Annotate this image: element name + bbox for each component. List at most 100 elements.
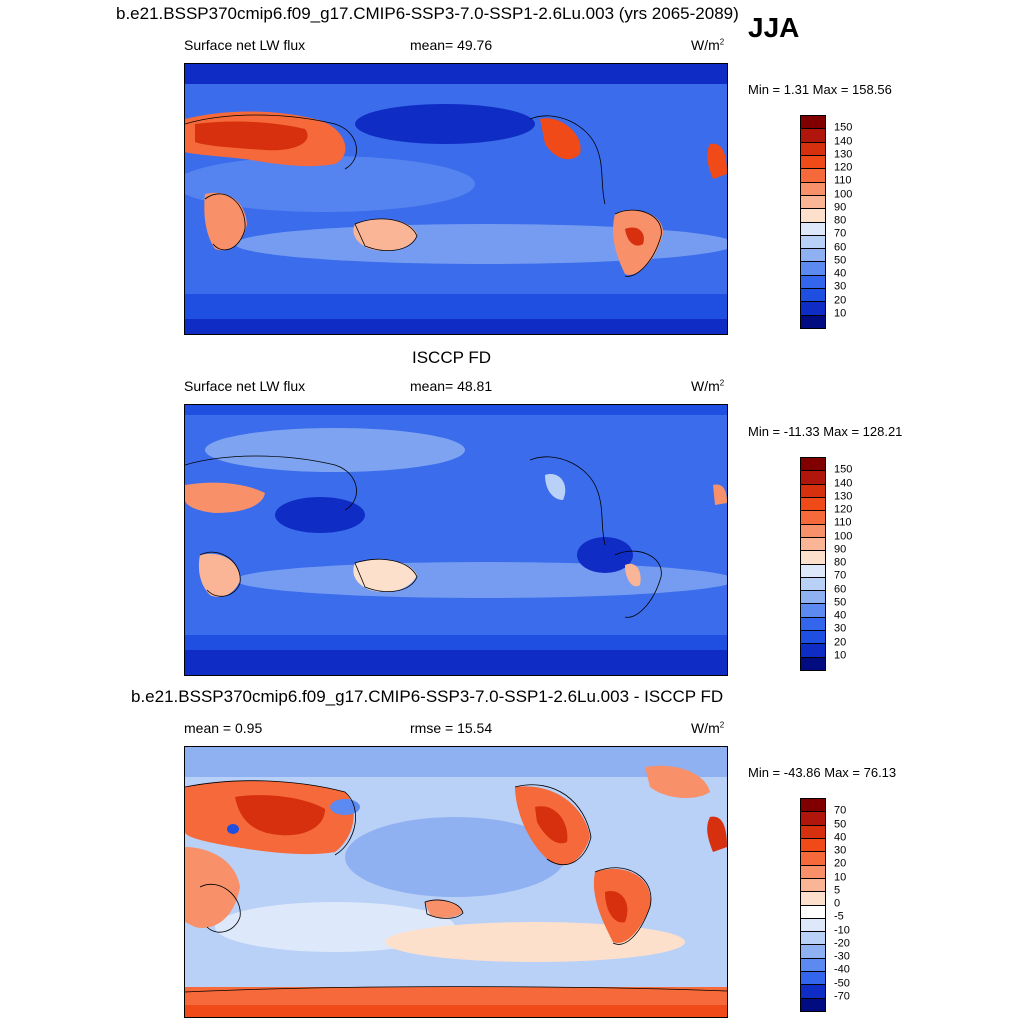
panel3-colorbar-label: -50 bbox=[834, 977, 850, 989]
panel2-colorbar-label: 50 bbox=[834, 596, 847, 609]
panel3-colorbar-swatch bbox=[801, 838, 825, 853]
panel2-title: ISCCP FD bbox=[412, 348, 492, 367]
panel1-colorbar-swatch bbox=[801, 249, 825, 263]
panel2-colorbar-label: 80 bbox=[834, 556, 847, 569]
panel3-colorbar-label: 10 bbox=[834, 871, 847, 883]
panel3-colorbar-swatch bbox=[801, 799, 825, 813]
panel2-colorbar-swatch bbox=[801, 577, 825, 592]
panel3-colorbar-swatch bbox=[801, 998, 825, 1011]
panel2-colorbar-swatch bbox=[801, 631, 825, 645]
panel1-colorbar-swatch bbox=[801, 169, 825, 183]
panel2-colorbar-swatch bbox=[801, 524, 825, 538]
panel1-colorbar-swatch bbox=[801, 195, 825, 210]
panel1-map bbox=[184, 63, 728, 335]
panel2-colorbar-swatch bbox=[801, 644, 825, 658]
panel3-colorbar-swatch bbox=[801, 852, 825, 866]
panel2-colorbar-swatch bbox=[801, 484, 825, 498]
panel2-colorbar-swatch bbox=[801, 511, 825, 525]
panel2-colorbar-label: 90 bbox=[834, 543, 847, 556]
panel1-colorbar-swatch bbox=[801, 235, 825, 250]
panel1-colorbar-label: 130 bbox=[834, 148, 853, 161]
panel1-units: W/m2 bbox=[691, 37, 725, 53]
panel3-colorbar-swatch bbox=[801, 892, 825, 906]
panel1-colorbar-swatch bbox=[801, 222, 825, 236]
panel1-colorbar-swatch bbox=[801, 182, 825, 196]
panel1-colorbar-label: 120 bbox=[834, 161, 853, 174]
panel1-variable-label: Surface net LW flux bbox=[184, 37, 306, 53]
panel3-colorbar-label: 40 bbox=[834, 831, 847, 844]
panel2-colorbar-swatch bbox=[801, 564, 825, 578]
panel2-colorbar-label: 30 bbox=[834, 622, 847, 635]
panel1-mean-label: mean= 49.76 bbox=[410, 37, 493, 53]
panel3-title: b.e21.BSSP370cmip6.f09_g17.CMIP6-SSP3-7.… bbox=[131, 687, 724, 706]
panel1-colorbar-label: 150 bbox=[834, 121, 853, 134]
panel1-colorbar-swatch bbox=[801, 275, 825, 290]
panel2-colorbar-swatch bbox=[801, 591, 825, 605]
panel3-colorbar-label: 20 bbox=[834, 857, 847, 870]
panel2-colorbar-label: 20 bbox=[834, 636, 847, 648]
panel2-colorbar-label: 150 bbox=[834, 463, 853, 476]
panel3-colorbar-label: -70 bbox=[834, 990, 850, 1003]
panel1-colorbar bbox=[800, 115, 826, 329]
panel2-colorbar-label: 70 bbox=[834, 569, 847, 582]
panel3-colorbar-swatch bbox=[801, 945, 825, 959]
panel2-colorbar-swatch bbox=[801, 458, 825, 472]
panel2-colorbar-label: 140 bbox=[834, 477, 853, 489]
panel3-colorbar-swatch bbox=[801, 958, 825, 973]
panel3-rmse-label: rmse = 15.54 bbox=[410, 720, 493, 736]
panel2-variable-label: Surface net LW flux bbox=[184, 378, 306, 394]
panel2-colorbar-label: 60 bbox=[834, 583, 847, 595]
panel3-colorbar-label: -20 bbox=[834, 937, 850, 950]
panel2-colorbar-label: 10 bbox=[834, 649, 847, 662]
panel2-colorbar-label: 120 bbox=[834, 503, 853, 516]
panel2-mean-label: mean= 48.81 bbox=[410, 378, 493, 394]
panel1-colorbar-label: 20 bbox=[834, 294, 847, 306]
panel2-colorbar-label: 130 bbox=[834, 490, 853, 503]
panel1-colorbar-swatch bbox=[801, 116, 825, 130]
panel3-colorbar-label: 70 bbox=[834, 804, 847, 817]
panel1-colorbar-swatch bbox=[801, 129, 825, 143]
panel3-colorbar-label: 30 bbox=[834, 844, 847, 857]
panel1-colorbar-swatch bbox=[801, 289, 825, 303]
panel1-colorbar-label: 60 bbox=[834, 241, 847, 253]
panel1-colorbar-label: 100 bbox=[834, 188, 853, 200]
panel3-mean-label: mean = 0.95 bbox=[184, 720, 263, 736]
panel1-colorbar-label: 90 bbox=[834, 201, 847, 214]
panel2-colorbar-label: 40 bbox=[834, 609, 847, 622]
panel2-colorbar-label: 110 bbox=[834, 516, 852, 529]
panel1-colorbar-label: 40 bbox=[834, 267, 847, 280]
panel3-units: W/m2 bbox=[691, 720, 725, 736]
panel1-colorbar-label: 10 bbox=[834, 307, 847, 320]
panel3-colorbar-label: -5 bbox=[834, 910, 844, 923]
panel3-colorbar-swatch bbox=[801, 985, 825, 999]
panel1-minmax: Min = 1.31 Max = 158.56 bbox=[748, 82, 892, 97]
panel1-colorbar-swatch bbox=[801, 142, 825, 156]
panel3-colorbar-swatch bbox=[801, 918, 825, 933]
panel1-colorbar-label: 110 bbox=[834, 174, 852, 187]
panel2-colorbar-swatch bbox=[801, 551, 825, 565]
panel2-colorbar-swatch bbox=[801, 471, 825, 485]
panel1-colorbar-swatch bbox=[801, 302, 825, 316]
panel2-colorbar-label: 100 bbox=[834, 530, 853, 542]
panel3-colorbar-swatch bbox=[801, 865, 825, 879]
panel3-colorbar-swatch bbox=[801, 812, 825, 826]
panel3-colorbar bbox=[800, 798, 826, 1012]
panel3-colorbar-label: 0 bbox=[834, 897, 841, 910]
panel1-colorbar-swatch bbox=[801, 155, 825, 170]
panel3-colorbar-label: -30 bbox=[834, 950, 850, 963]
panel2-colorbar-swatch bbox=[801, 604, 825, 618]
panel1-title: b.e21.BSSP370cmip6.f09_g17.CMIP6-SSP3-7.… bbox=[116, 4, 739, 23]
panel2-colorbar-swatch bbox=[801, 497, 825, 512]
panel2-colorbar-swatch bbox=[801, 537, 825, 552]
panel1-colorbar-swatch bbox=[801, 315, 825, 328]
panel3-map bbox=[184, 746, 728, 1018]
panel1-colorbar-label: 140 bbox=[834, 135, 853, 147]
panel3-colorbar-swatch bbox=[801, 878, 825, 893]
panel3-colorbar-swatch bbox=[801, 932, 825, 946]
panel1-colorbar-swatch bbox=[801, 262, 825, 276]
panel1-colorbar-label: 70 bbox=[834, 227, 847, 240]
panel3-colorbar-swatch bbox=[801, 972, 825, 986]
panel3-minmax: Min = -43.86 Max = 76.13 bbox=[748, 765, 897, 780]
panel3-colorbar-label: -10 bbox=[834, 924, 850, 936]
panel1-colorbar-label: 80 bbox=[834, 214, 847, 227]
